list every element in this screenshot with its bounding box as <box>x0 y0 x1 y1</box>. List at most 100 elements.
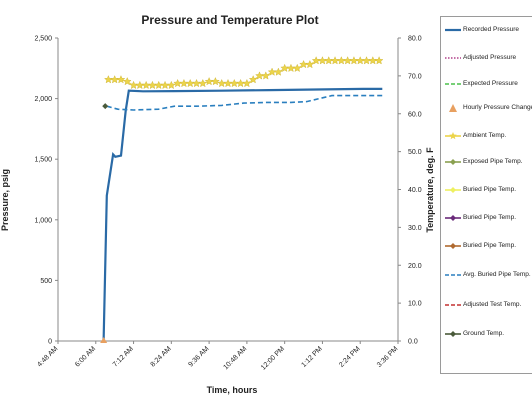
y-right-tick-labels: 0.0 10.0 20.0 30.0 40.0 50.0 60.0 70.0 80.0 <box>398 36 422 346</box>
legend-label: Exposed Pipe Temp. <box>463 158 523 165</box>
data-point <box>204 77 214 86</box>
data-point <box>110 75 119 84</box>
y-right-tick-label: 50.0 <box>408 149 422 156</box>
data-point <box>179 78 189 88</box>
data-point <box>185 78 195 88</box>
data-point <box>154 80 164 90</box>
data-point <box>330 56 340 65</box>
legend-item: Buried Pipe Temp. <box>441 185 532 205</box>
data-point <box>274 67 283 76</box>
data-point <box>324 56 334 65</box>
data-point <box>198 78 208 88</box>
series-line <box>102 87 383 342</box>
data-point <box>100 337 108 343</box>
data-point <box>173 78 182 88</box>
y-right-tick-label: 30.0 <box>408 225 422 232</box>
data-point <box>248 75 258 84</box>
x-tick-label: 7:12 AM <box>112 345 135 368</box>
legend-label: Buried Pipe Temp. <box>463 214 516 221</box>
legend-label: Adjusted Test Temp. <box>463 301 522 308</box>
legend-symbol <box>445 187 461 193</box>
data-point <box>102 103 109 110</box>
series-ground-temp <box>102 103 109 110</box>
data-point <box>129 80 138 90</box>
legend-label: Ambient Temp. <box>463 132 507 139</box>
data-point <box>349 56 359 65</box>
series-ambient-temp <box>104 56 384 90</box>
data-point <box>255 71 264 80</box>
legend-item: Exposed Pipe Temp. <box>441 157 532 177</box>
legend-item: Adjusted Pressure <box>441 53 532 73</box>
chart-title: Pressure and Temperature Plot <box>141 13 318 27</box>
data-point <box>305 59 315 69</box>
data-point <box>135 80 145 90</box>
y-right-tick-label: 10.0 <box>408 301 422 308</box>
legend-symbol <box>445 215 461 221</box>
data-point <box>362 56 371 65</box>
data-point <box>374 56 384 65</box>
legend-label: Hourly Pressure Change <box>463 104 532 111</box>
legend-item: Expected Pressure <box>441 79 532 99</box>
data-point <box>167 80 176 90</box>
y-left-tick-label: 0 <box>48 339 52 346</box>
data-point <box>242 78 252 88</box>
data-point <box>286 63 296 72</box>
x-tick-label: 9:36 AM <box>187 345 210 368</box>
legend-item: Recorded Pressure <box>441 25 532 45</box>
x-tick-label: 2:24 PM <box>338 345 362 369</box>
data-point <box>337 56 346 65</box>
series-avg-buried-pipe-temp <box>106 94 383 111</box>
legend-label: Ground Temp. <box>463 330 505 337</box>
data-point <box>236 78 245 88</box>
legend-symbol <box>445 274 461 276</box>
data-point <box>318 56 327 65</box>
x-tick-labels: 4:48 AM 6:00 AM 7:12 AM 8:24 AM 9:36 AM 10:48… <box>36 341 400 372</box>
legend-symbol <box>445 28 461 32</box>
x-tick-label: 4:48 AM <box>36 345 59 368</box>
data-point <box>280 63 289 72</box>
y-left-tick-label: 2,500 <box>34 36 52 43</box>
series-line <box>108 60 380 86</box>
legend-symbol <box>449 104 457 112</box>
data-point <box>148 80 157 90</box>
legend-item: Hourly Pressure Change <box>441 103 532 123</box>
legend-item: Adjusted Test Temp. <box>441 300 532 320</box>
y-right-tick-label: 70.0 <box>408 73 422 80</box>
data-point <box>229 78 239 88</box>
data-point <box>343 56 352 65</box>
legend-label: Recorded Pressure <box>463 26 519 33</box>
series-hourly-pressure-change <box>100 337 108 343</box>
legend-item: Ambient Temp. <box>441 131 532 151</box>
data-point <box>116 75 126 84</box>
x-tick-label: 1:12 PM <box>300 345 324 369</box>
y-left-tick-labels: 0 500 1,000 1,500 2,000 2,500 <box>34 36 58 346</box>
data-point <box>104 75 113 84</box>
legend-symbol <box>445 132 461 140</box>
x-tick-label: 12:00 PM <box>260 345 286 371</box>
pressure-temperature-chart: Pressure and Temperature Plot 4:48 AM 6:0… <box>0 13 435 395</box>
x-tick-label: 10:48 AM <box>222 345 248 371</box>
data-point <box>160 80 170 90</box>
legend-item: Buried Pipe Temp. <box>441 241 532 261</box>
legend-symbol <box>445 331 461 337</box>
y-left-tick-label: 1,500 <box>34 157 52 164</box>
data-point <box>261 71 271 80</box>
legend-item: Buried Pipe Temp. <box>441 213 532 233</box>
data-point <box>192 78 201 88</box>
y-left-axis-title: Pressure, psig <box>0 169 10 231</box>
data-point <box>211 77 220 86</box>
data-point <box>141 80 151 90</box>
legend-symbol <box>445 83 461 85</box>
y-left-tick-label: 500 <box>40 278 52 285</box>
x-tick-label: 3:36 PM <box>376 345 400 369</box>
data-point <box>223 78 233 88</box>
legend-label: Buried Pipe Temp. <box>463 242 516 249</box>
legend-label: Expected Pressure <box>463 80 518 87</box>
legend-symbol <box>445 243 461 249</box>
x-tick-label: 6:00 AM <box>74 345 97 368</box>
y-left-tick-label: 2,000 <box>34 96 52 103</box>
series-line <box>106 94 383 111</box>
legend-label: Adjusted Pressure <box>463 54 517 61</box>
data-point <box>122 77 132 86</box>
data-point <box>355 56 365 65</box>
